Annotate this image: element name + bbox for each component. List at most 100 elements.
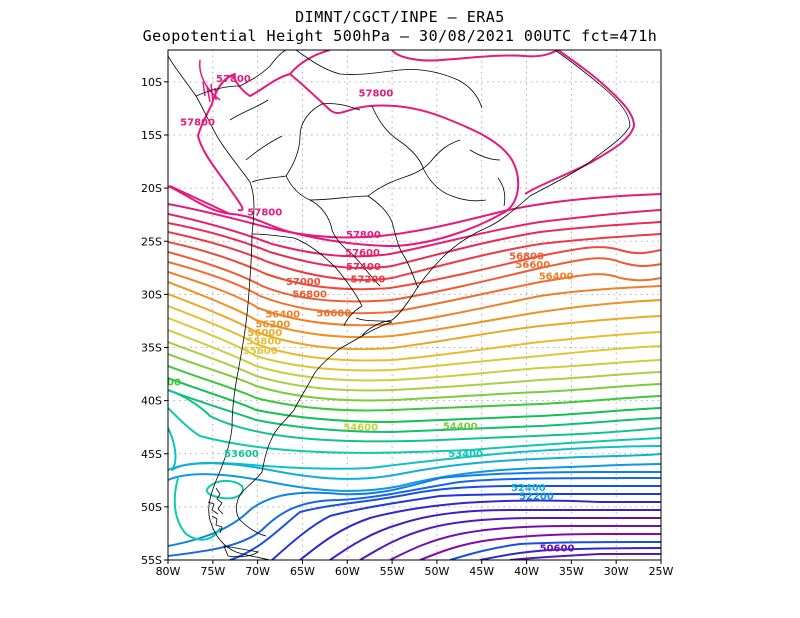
- contour-label: 52200: [519, 491, 554, 502]
- contour-line: [168, 281, 661, 339]
- coastline: [343, 305, 363, 327]
- lat-tick-label: 20S: [141, 182, 162, 195]
- contour-line: [168, 261, 661, 315]
- lon-tick-label: 75W: [200, 565, 225, 578]
- contour-line: [168, 193, 661, 239]
- contour-line: [168, 305, 661, 362]
- latitude-axis: 10S 15S 20S 25S 30S 35S 40S 45S 50S 55S: [141, 76, 168, 567]
- contour-label: 55800: [247, 336, 282, 347]
- contour-line: [419, 533, 661, 560]
- contour-line: [168, 329, 661, 382]
- figure-title-line-2: Geopotential Height 500hPa – 30/08/2021 …: [142, 27, 658, 45]
- coastline: [371, 105, 453, 197]
- coastline: [236, 50, 631, 537]
- contour-label: 54600: [343, 422, 378, 433]
- lat-tick-label: 45S: [141, 448, 162, 461]
- coastline: [451, 149, 501, 202]
- contour-line: [168, 271, 661, 327]
- contour-label: 56800: [509, 251, 544, 262]
- contour-line: [524, 50, 635, 195]
- lon-tick-label: 70W: [245, 565, 270, 578]
- contour-label: 53600: [224, 449, 259, 460]
- lon-tick-label: 80W: [156, 565, 181, 578]
- coastline: [309, 195, 393, 223]
- contour-line: [299, 499, 661, 560]
- lon-tick-label: 60W: [335, 565, 360, 578]
- contour-label: 53400: [448, 449, 483, 460]
- contour-label: 57400: [346, 262, 381, 273]
- contour-line: [169, 185, 231, 215]
- contour-line: [168, 471, 661, 547]
- contour-line: [168, 389, 661, 433]
- contour-line: [168, 231, 661, 281]
- coastline: [195, 50, 287, 97]
- map-frame: [167, 49, 662, 561]
- lat-tick-label: 50S: [141, 501, 162, 514]
- lon-tick-label: 65W: [290, 565, 315, 578]
- lon-tick-label: 50W: [424, 565, 449, 578]
- contour-line: [289, 50, 331, 75]
- lat-tick-label: 35S: [141, 342, 162, 355]
- contour-line: [168, 251, 661, 303]
- contour-label: 50600: [540, 543, 575, 554]
- contour-line: [168, 341, 661, 392]
- contour-line: [449, 541, 661, 560]
- contour-label: 54200: [146, 378, 181, 389]
- contour-label: 54400: [443, 421, 478, 432]
- lat-tick-label: 10S: [141, 76, 162, 89]
- contour-line: [173, 477, 221, 541]
- coastline: [355, 317, 393, 337]
- contour-label: 57200: [350, 275, 385, 286]
- contour-label: 57600: [345, 248, 380, 259]
- lon-tick-label: 35W: [559, 565, 584, 578]
- contour-labels: 57800 57800 57800 57800 57800 57600 57400 57200…: [146, 74, 575, 555]
- lat-tick-label: 25S: [141, 235, 162, 248]
- coastline: [251, 233, 363, 307]
- coastline: [367, 139, 461, 197]
- coastlines-and-borders: [168, 50, 631, 560]
- contour-line: [389, 524, 661, 560]
- contour-label: 56000: [247, 328, 282, 339]
- contour-label: 55600: [243, 346, 278, 357]
- contour-label: 56400: [265, 310, 300, 321]
- lon-tick-label: 25W: [649, 565, 674, 578]
- contour-line: [168, 241, 661, 291]
- lat-tick-label: 15S: [141, 129, 162, 142]
- contour-line: [168, 365, 661, 412]
- contour-line: [271, 492, 661, 560]
- contour-label: 56800: [292, 290, 327, 301]
- coastline: [497, 177, 506, 207]
- contour-line: [359, 516, 661, 560]
- coastline: [251, 175, 381, 287]
- contour-label: 57000: [286, 277, 321, 288]
- contour-line: [168, 389, 661, 443]
- contour-line: [168, 463, 661, 492]
- contour-line: [198, 59, 221, 101]
- contour-line: [229, 484, 661, 560]
- coastline: [391, 221, 419, 289]
- geopotential-contours: [168, 50, 661, 560]
- coastline: [207, 487, 224, 534]
- contour-label: 56200: [255, 319, 290, 330]
- contour-label: 56600: [515, 260, 550, 271]
- contour-line: [329, 508, 661, 560]
- lat-tick-label: 40S: [141, 395, 162, 408]
- contour-line: [168, 353, 661, 402]
- lon-tick-label: 55W: [380, 565, 405, 578]
- contour-label: 57800: [247, 208, 282, 219]
- contour-line: [168, 453, 661, 480]
- contour-line: [168, 317, 661, 372]
- contour-line: [479, 547, 661, 560]
- contour-line: [202, 81, 217, 103]
- contour-label: 52400: [511, 483, 546, 494]
- contour-line: [168, 427, 661, 471]
- contour-line: [168, 377, 661, 423]
- contour-line: [168, 477, 661, 557]
- coastline: [229, 99, 283, 161]
- contour-label: 57800: [359, 89, 394, 100]
- lon-tick-label: 30W: [604, 565, 629, 578]
- contour-label: 57800: [180, 117, 215, 128]
- contour-line: [509, 553, 661, 560]
- contour-label: 56600: [316, 309, 351, 320]
